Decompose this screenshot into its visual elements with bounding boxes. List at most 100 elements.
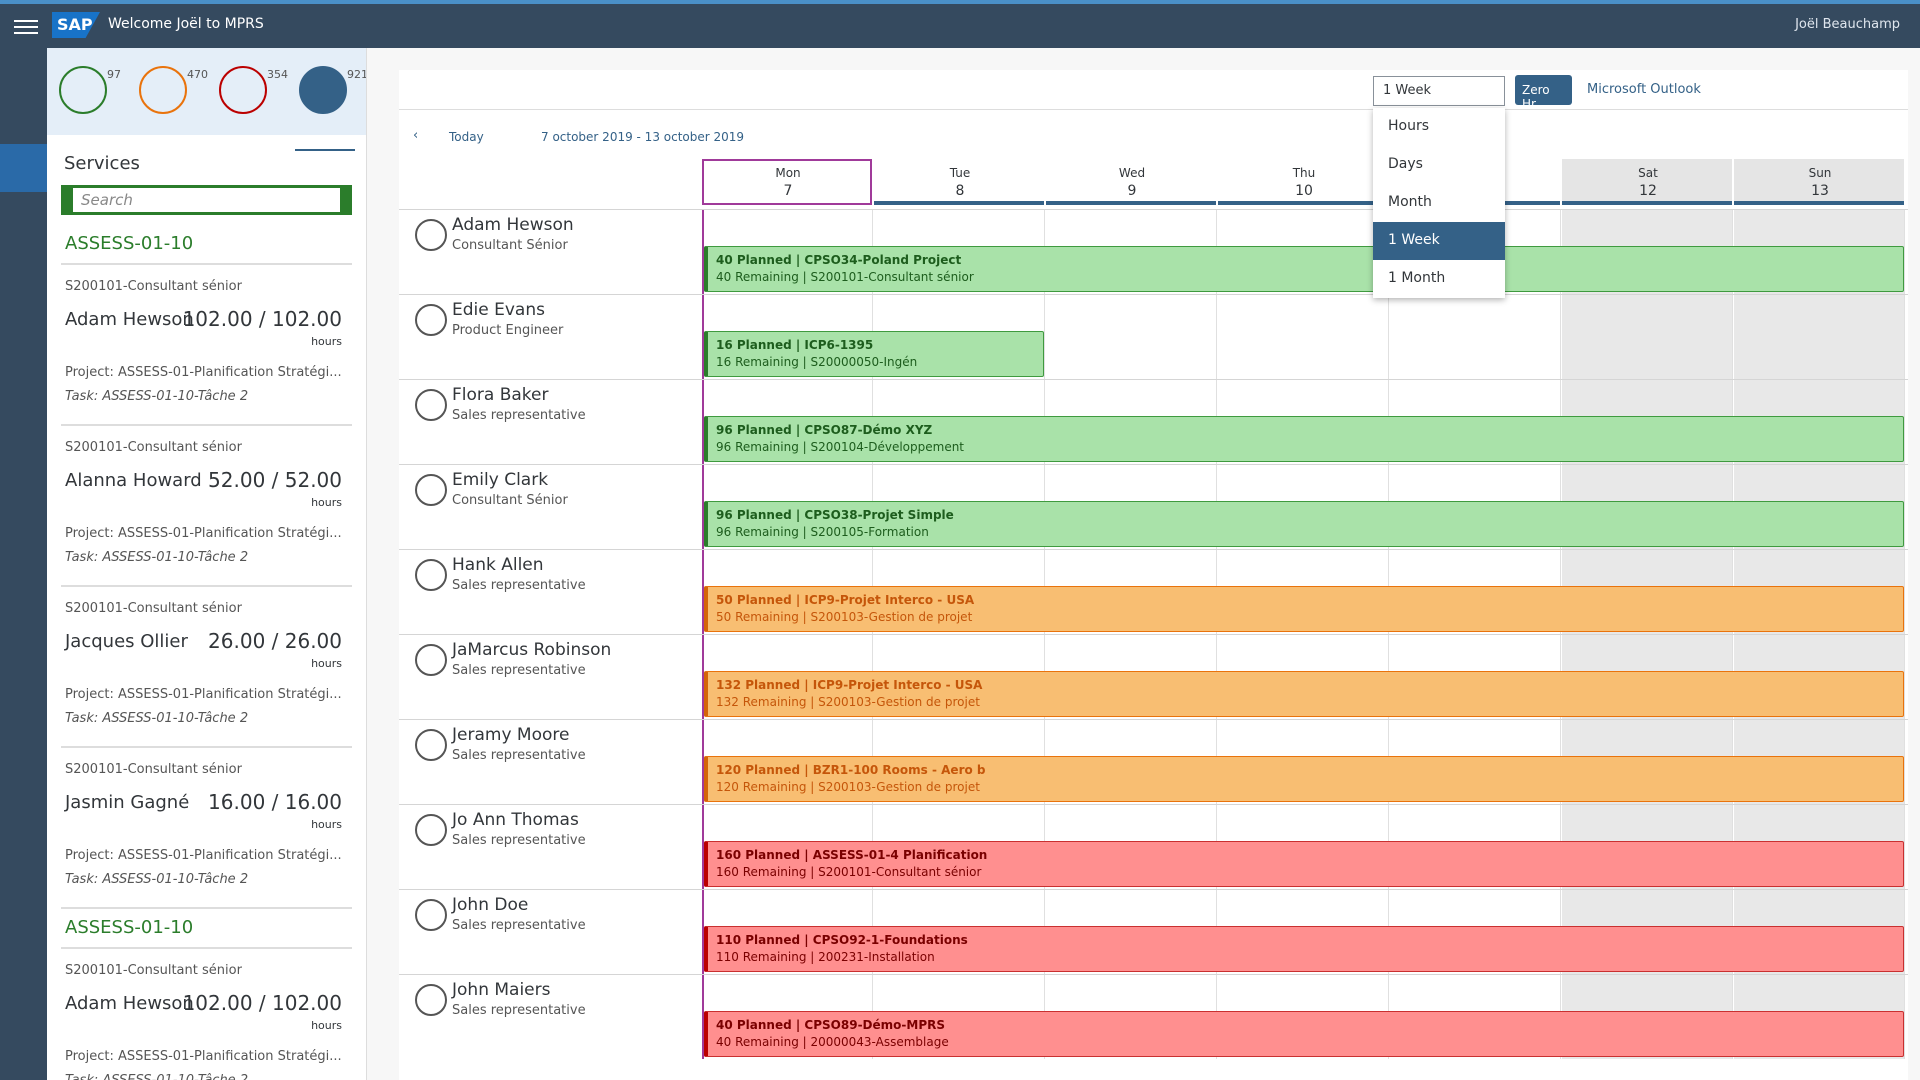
card-task: Task: ASSESS-01-10-Tâche 2 [65,872,249,887]
card-role: S200101-Consultant sénior [65,963,242,978]
item-list: ASSESS-01-10 S200101-Consultant sénior Ada… [47,225,366,1080]
booking-title: 40 Planned | CPSO34-Poland Project [716,253,962,267]
badge-count: 354 [267,68,288,81]
booking-detail: 132 Remaining | S200103-Gestion de proje… [716,695,980,709]
resource-name: Edie Evans [452,300,545,320]
badge-count: 97 [107,68,121,81]
day-name: Tue [949,166,971,180]
planner: 1 Week Zero Hr Microsoft Outlook ‹ Today… [399,70,1908,1080]
dropdown: Hours Days Month 1 Week 1 Month [1373,108,1505,298]
row-line [399,209,1908,294]
row-line [399,889,1908,974]
dropdown-option[interactable]: Hours [1388,118,1430,134]
booking[interactable]: 96 Planned | CPSO87-Démo XYZ 96 Remaining… [704,416,1904,462]
booking-detail: 96 Remaining | S200104-Développement [716,440,965,454]
resource-role: Sales representative [452,918,586,933]
card-project: Project: ASSESS-01-Planification Stratég… [65,526,342,541]
booking-detail: 16 Remaining | S20000050-Ingén [716,355,918,369]
avatar [415,644,447,676]
calendar-select[interactable]: Microsoft Outlook [1587,82,1701,97]
card-role: S200101-Consultant sénior [65,279,242,294]
today-link[interactable]: Today [449,130,484,144]
card-task: Task: ASSESS-01-10-Tâche 2 [65,389,249,404]
card-name: Adam Hewson [65,309,194,330]
card-hours: 52.00 / 52.00 [208,468,342,492]
row-line [399,974,1908,1059]
day-number: 9 [1127,183,1137,199]
zero-button[interactable]: Zero Hr [1515,75,1572,111]
dropdown-option[interactable]: Month [1388,194,1432,210]
day-name: Wed [1118,166,1146,180]
booking-title: 50 Planned | ICP9-Projet Interco - USA [716,593,975,607]
day-number: 13 [1811,183,1829,199]
dropdown-option[interactable]: Days [1388,156,1423,172]
card-hours: 102.00 / 102.00 [182,991,342,1015]
card-role: S200101-Consultant sénior [65,601,242,616]
card-unit: hours [311,818,342,831]
dropdown-option[interactable]: 1 Week [1373,222,1505,260]
day-name: Sun [1808,166,1832,180]
booking-detail: 50 Remaining | S200103-Gestion de projet [716,610,973,624]
card-role: S200101-Consultant sénior [65,762,242,777]
card-unit: hours [311,1019,342,1032]
resource-card: S200101-Consultant sénior Adam Hewson 102.… [61,265,352,426]
view-select[interactable]: 1 Week [1373,76,1505,106]
user[interactable]: Joël Beauchamp [1795,17,1900,32]
card-unit: hours [311,657,342,670]
card-unit: hours [311,335,342,348]
avatar [415,899,447,931]
avatar [415,389,447,421]
booking-detail: 40 Remaining | 20000043-Assemblage [716,1035,949,1049]
booking[interactable]: 40 Planned | CPSO34-Poland Project 40 Rem… [704,246,1904,292]
booking-title: 16 Planned | ICP6-1395 [716,338,874,352]
badge-icon [299,66,347,114]
day-name: Thu [1292,166,1316,180]
booking-detail: 120 Remaining | S200103-Gestion de proje… [716,780,980,794]
booking[interactable]: 96 Planned | CPSO38-Projet Simple 96 Rema… [704,501,1904,547]
booking[interactable]: 50 Planned | ICP9-Projet Interco - USA 50… [704,586,1904,632]
day-header [1218,159,1388,205]
card-project: Project: ASSESS-01-Planification Stratég… [65,687,342,702]
resource-name: Emily Clark [452,470,549,490]
booking[interactable]: 160 Planned | ASSESS-01-4 Planification 1… [704,841,1904,887]
booking-title: 40 Planned | CPSO89-Démo-MPRS [716,1018,946,1032]
resource-card: S200101-Consultant sénior Jasmin Gagné 16.… [61,748,352,909]
search[interactable]: Search [61,185,352,215]
resource-role: Sales representative [452,663,586,678]
menu-icon[interactable] [14,16,38,38]
row-line [399,719,1908,804]
day-name: Sat [1638,166,1658,180]
avatar [415,219,447,251]
card-role: S200101-Consultant sénior [65,440,242,455]
resource-role: Sales representative [452,408,586,423]
day-number: 12 [1639,183,1657,199]
badge-icon [59,66,107,114]
avatar [415,984,447,1016]
day-header [1734,159,1904,205]
card-unit: hours [311,496,342,509]
date-range: 7 october 2019 - 13 october 2019 [541,130,745,144]
booking[interactable]: 110 Planned | CPSO92-1-Foundations 110 Re… [704,926,1904,972]
row-line [399,804,1908,889]
sidebar: 97 470 354 921 Services Search ASSESS-01-10… [47,48,367,1080]
booking[interactable]: 40 Planned | CPSO89-Démo-MPRS 40 Remainin… [704,1011,1904,1057]
side-nav [0,48,47,1080]
resource-role: Sales representative [452,833,586,848]
resource-role: Consultant Sénior [452,238,568,253]
booking[interactable]: 120 Planned | BZR1-100 Rooms - Aero b 120… [704,756,1904,802]
avatar [415,304,447,336]
resource-card: S200101-Consultant sénior Jacques Ollier 2… [61,587,352,748]
booking-detail: 96 Remaining | S200105-Formation [716,525,929,539]
card-task: Task: ASSESS-01-10-Tâche 2 [65,711,249,726]
tab-indicator [295,149,355,151]
card-name: Alanna Howard [65,470,202,491]
group-header: ASSESS-01-10 [61,225,352,265]
nav-active[interactable] [0,144,47,192]
card-hours: 26.00 / 26.00 [208,629,342,653]
booking[interactable]: 16 Planned | ICP6-1395 16 Remaining | S20… [704,331,1044,377]
avatar [415,729,447,761]
day-number: 7 [783,183,793,199]
booking[interactable]: 132 Planned | ICP9-Projet Interco - USA 1… [704,671,1904,717]
dropdown-option[interactable]: 1 Month [1388,270,1446,286]
